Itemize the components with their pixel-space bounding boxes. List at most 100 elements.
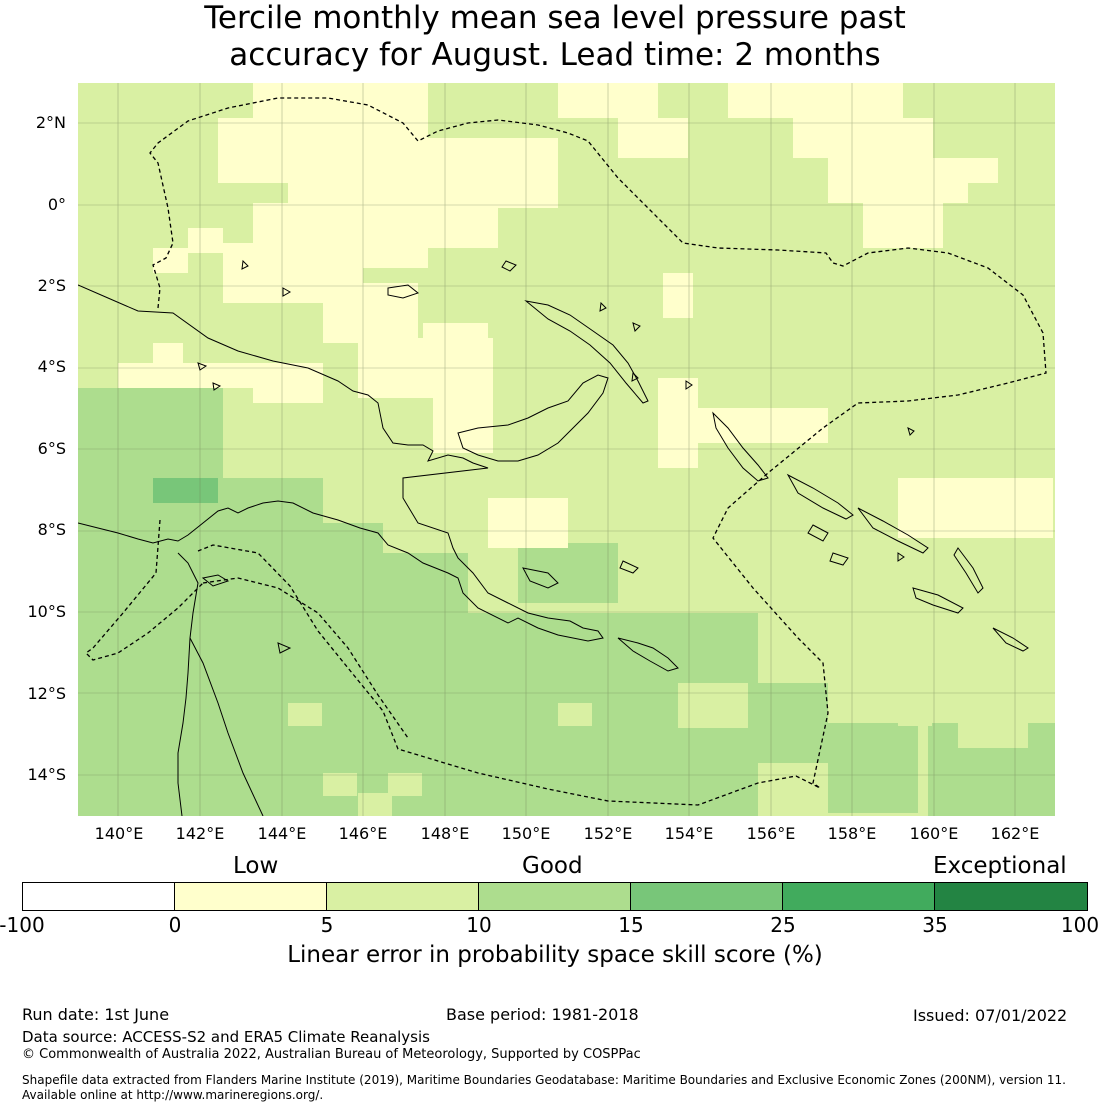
solomon-makira-coast (992, 627, 1029, 652)
torres-strait-islands (201, 574, 230, 587)
skill-cell (678, 683, 748, 728)
skill-cell (323, 283, 418, 343)
lat-label: 6°S (37, 439, 66, 458)
bougainville-coast (712, 411, 769, 482)
small-island-j (197, 362, 208, 371)
category-low: Low (233, 853, 279, 879)
png-eez-boundary (149, 97, 1047, 806)
colorbar-tick: -100 (0, 913, 45, 937)
colorbar-segment (782, 882, 935, 911)
graticule (78, 83, 1055, 816)
skill-cell (118, 363, 253, 388)
skill-cell (793, 118, 933, 158)
skill-cell (153, 248, 188, 273)
skill-cell (663, 273, 693, 318)
louisiade-islands (617, 637, 679, 672)
colorbar-segment (630, 882, 783, 911)
skill-cell (423, 323, 488, 363)
title-line-1: Tercile monthly mean sea level pressure … (204, 0, 906, 36)
lat-label: 14°S (27, 765, 66, 784)
manus-island (387, 284, 420, 299)
skill-cell (153, 343, 183, 363)
cape-york-east (189, 637, 264, 816)
small-island-d (897, 552, 905, 562)
small-island-k (277, 642, 292, 654)
solomon-isabel-coast (857, 507, 929, 554)
lon-label: 142°E (175, 824, 225, 843)
colorbar-tick: 0 (168, 913, 182, 937)
skill-cell (323, 773, 357, 796)
solomon-small-2 (829, 552, 849, 566)
solomon-malaita-coast (953, 547, 984, 594)
title-line-2: accuracy for August. Lead time: 2 months (229, 37, 881, 73)
lon-label: 150°E (501, 824, 551, 843)
skill-cell (758, 763, 828, 816)
skill-cell (728, 83, 903, 118)
skill-cell (958, 158, 998, 183)
lat-label: 0° (47, 195, 66, 214)
small-island-h (282, 287, 292, 297)
lat-label: 8°S (37, 520, 66, 539)
lat-label: 12°S (27, 684, 66, 703)
colorbar-tick: 25 (770, 913, 796, 937)
small-island-i (212, 382, 222, 391)
category-exceptional: Exceptional (933, 853, 1067, 879)
colorbar-label: Linear error in probability space skill … (287, 942, 823, 968)
base-period: Base period: 1981-2018 (446, 1005, 639, 1024)
category-good: Good (522, 853, 583, 879)
lon-label: 162°E (990, 824, 1040, 843)
solomon-small-1 (807, 524, 829, 542)
new-ireland-coast (524, 300, 649, 404)
shapefile-credit-line-2: Available online at http://www.marinereg… (22, 1088, 324, 1102)
skill-cell (288, 703, 322, 726)
lon-label: 144°E (257, 824, 307, 843)
issued-date: Issued: 07/01/2022 (913, 1006, 1068, 1025)
skill-cell (433, 383, 493, 453)
colorbar-tick: 35 (922, 913, 948, 937)
lat-label: 4°S (37, 357, 66, 376)
lat-label: 2°N (35, 113, 66, 132)
skill-cell (488, 498, 568, 548)
skill-cell (388, 773, 422, 796)
skill-cell (318, 553, 468, 816)
skill-cell (253, 363, 323, 403)
australia-png-boundary (84, 519, 204, 661)
skill-cell (358, 203, 498, 248)
small-island-g (241, 259, 249, 270)
solomon-choiseul-coast (786, 473, 854, 520)
small-island-a (599, 301, 607, 312)
colorbar-segment (934, 882, 1088, 911)
coastlines (78, 259, 1029, 816)
colorbar-tick: 10 (466, 913, 492, 937)
small-island-c (685, 380, 693, 390)
skill-cell (558, 703, 592, 726)
skill-cell (188, 228, 223, 253)
skill-cell (863, 203, 943, 248)
colorbar-segment (478, 882, 631, 911)
colorbar-tick: 15 (618, 913, 644, 937)
skill-cell (828, 723, 918, 813)
colorbar-outline (22, 882, 1088, 911)
skill-map-canvas (78, 83, 1055, 816)
skill-cell (898, 478, 1053, 538)
small-island-e (907, 427, 915, 436)
lon-label: 140°E (94, 824, 144, 843)
lon-label: 160°E (909, 824, 959, 843)
dentrecasteaux-islands (522, 567, 559, 589)
skill-cell (898, 703, 932, 726)
data-source: Data source: ACCESS-S2 and ERA5 Climate … (22, 1028, 430, 1046)
skill-cell (518, 543, 618, 603)
new-britain-coast (457, 374, 609, 462)
small-island-f (631, 371, 639, 382)
lon-label: 156°E (746, 824, 796, 843)
lat-label: 10°S (27, 602, 66, 621)
map-title: Tercile monthly mean sea level pressure … (0, 0, 1110, 74)
skill-cell (253, 83, 428, 118)
eez-boundaries (84, 97, 1047, 806)
skill-cell (358, 793, 392, 816)
run-date: Run date: 1st June (22, 1005, 170, 1024)
copyright-notice: © Commonwealth of Australia 2022, Austra… (22, 1047, 641, 1062)
new-guinea-coast (78, 284, 604, 642)
lon-label: 158°E (827, 824, 877, 843)
colorbar-segment (22, 882, 175, 911)
